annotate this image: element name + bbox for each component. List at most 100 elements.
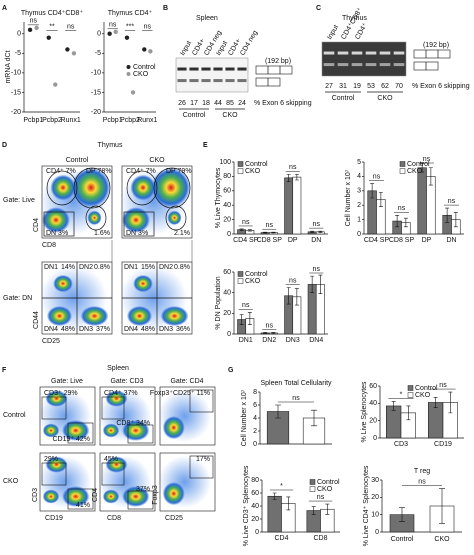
y-tick-label: 1 [357,216,361,223]
legend-swatch [309,486,316,492]
y-tick-label: -15 [11,89,21,96]
legend-label: Control [415,385,438,392]
x-tick-label: Pcbp2 [42,117,62,124]
axis-label: CD8 [107,515,121,522]
legend-label: Control [317,479,340,486]
annotation: ns [266,222,274,229]
error-bar [406,405,411,421]
chart-title: T reg [414,468,430,475]
x-tick-label: DP [288,237,298,244]
legend-label: CKO [415,392,431,399]
gel-band [213,79,223,83]
y-tick-label: -20 [91,109,101,116]
x-tick-label: CD8 [313,535,327,542]
annotation: ns [313,266,321,273]
y-axis-label: % DN Population [215,276,222,329]
dot [46,35,51,40]
dot [148,49,153,54]
column-label: CKO [149,157,165,164]
flow-density [42,207,70,233]
percent: 62 [381,83,389,90]
annotation: ns [67,24,75,31]
x-tick-label: Runx1 [61,117,81,124]
x-tick-label: CD4 SP [364,237,390,244]
annotation: ns [292,395,300,402]
gel-band [365,63,377,67]
x-tick-label: DN [446,237,456,244]
chart-title: Thymus CD4⁺CD8⁺ [21,10,84,17]
gel-band [379,51,391,55]
x-tick-label: Control [391,536,414,543]
y-tick-label: 0 [97,31,101,38]
gel-band [379,63,391,67]
quadrant-label: 14% [61,264,75,271]
gate-title: Gate: CD4 [170,378,203,385]
flow-density [71,167,111,208]
gate [189,455,214,479]
panel-letter: B [163,5,168,12]
error-bar [271,231,276,234]
gate-label: 17% [196,456,210,463]
y-tick-label: 2 [357,202,361,209]
flow-density [45,456,68,473]
legend-swatch [237,271,244,277]
x-tick-label: Pcbp1 [103,117,123,124]
axis-label: CD3 [32,488,39,502]
chart-title: Thymus CD4⁺ [108,10,153,17]
error-bar [263,332,268,334]
gate [153,167,191,209]
group-label: Control [183,112,206,119]
y-tick-label: 10 [371,512,379,519]
flow-density [62,486,90,507]
gate-label: 1.6% [94,230,110,237]
legend-label: Control [245,271,268,278]
annotation: ns [242,302,250,309]
annotation: ns [439,382,447,389]
gel-band [337,51,349,55]
gate-label: CD3⁺ 29% [44,390,78,397]
y-tick-label: 40 [369,400,377,407]
legend-label: CKO [245,168,261,175]
annotation: ns [242,219,250,226]
legend-swatch [407,385,414,391]
legend-label: CKO [133,71,149,78]
annotation: * [280,483,283,490]
flow-density [62,420,90,441]
annotation: ns [398,205,406,212]
group-label: CKO [222,112,238,119]
y-tick-label: 0 [357,231,361,238]
error-bar [325,503,330,515]
axis-label: CD25 [165,515,183,522]
y-tick-label: 60 [223,269,231,276]
flow-density [162,482,185,506]
y-tick-label: 4 [253,415,257,422]
gel-band [365,51,377,55]
flow-density [105,390,128,407]
dot [65,47,70,52]
error-bar [239,228,244,231]
x-tick-label: CD8 SP [257,237,283,244]
gate [41,462,67,486]
flow-density [126,305,153,327]
annotation: ns [423,156,431,163]
gel-title: Spleen [196,15,218,22]
error-bar [286,287,291,305]
gate-label: CD19⁺ 42% [52,436,90,443]
gel-band [225,67,235,71]
gel-title: Thymus [342,15,367,22]
gel-band [351,63,363,67]
panel-letter: F [2,367,7,374]
gate [85,205,107,231]
annotation: ns [266,322,274,329]
y-tick-label: 60 [223,188,231,195]
y-tick-label: 80 [223,173,231,180]
error-bar [239,314,244,325]
error-bar [286,496,291,511]
y-tick-label: 0 [375,529,379,536]
error-bar [420,163,425,173]
y-tick-label: 0 [373,435,377,442]
annotation: ns [313,221,321,228]
x-tick-label: DP [422,237,432,244]
row-label: Control [3,412,26,419]
gate-label: DP 78% [86,168,112,175]
